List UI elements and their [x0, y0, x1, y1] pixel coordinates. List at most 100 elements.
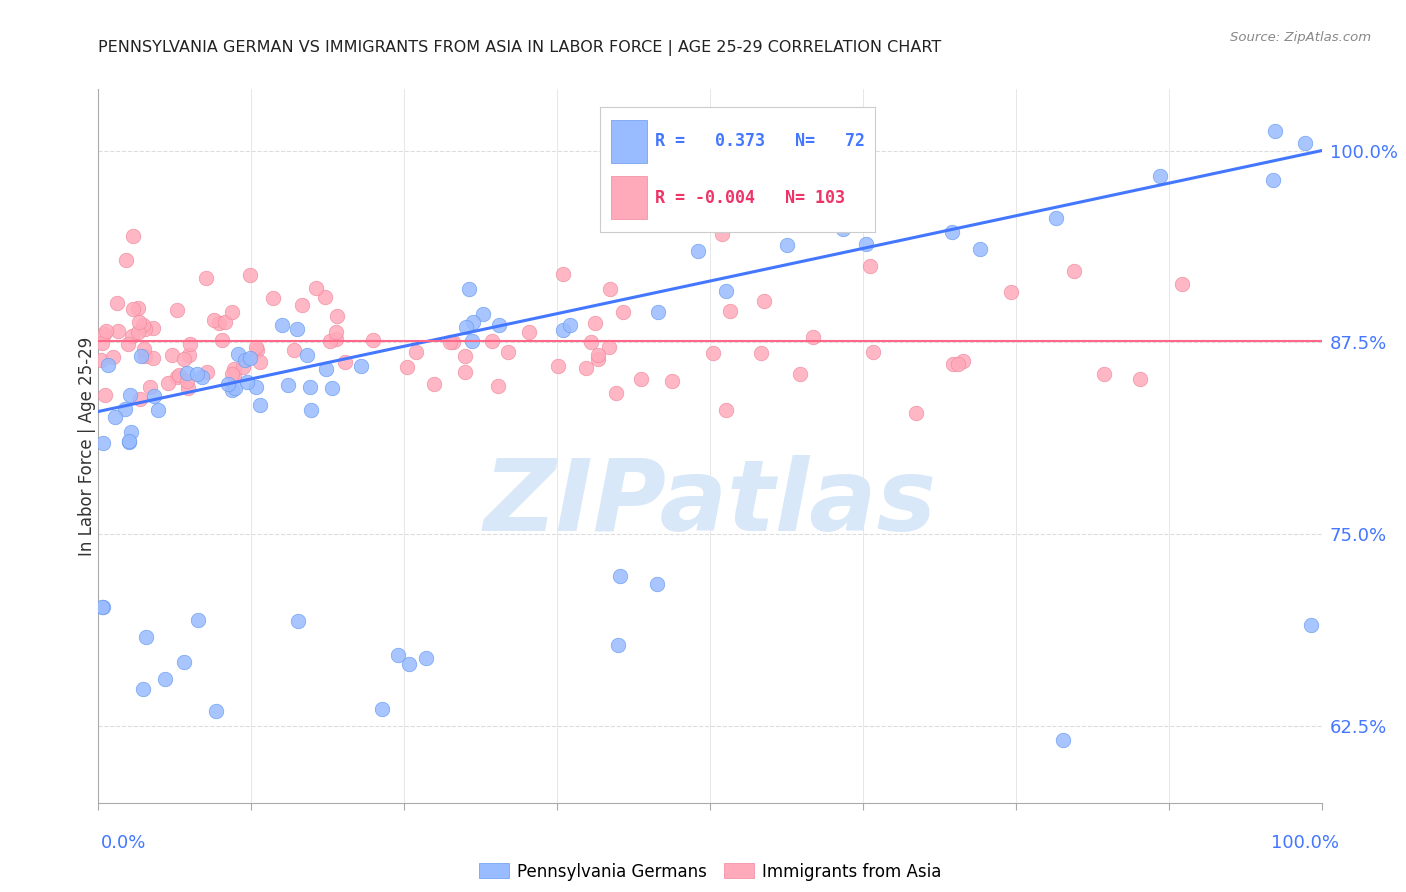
Point	[134, 349, 156, 363]
Point	[661, 374, 683, 388]
Point	[1149, 169, 1171, 184]
Point	[167, 368, 190, 382]
Point	[245, 380, 267, 394]
Point	[855, 236, 877, 251]
Point	[714, 402, 737, 417]
Point	[221, 305, 243, 319]
Point	[325, 325, 347, 339]
Point	[551, 267, 574, 281]
Point	[423, 377, 446, 392]
Point	[605, 385, 627, 400]
Point	[688, 244, 710, 259]
Point	[138, 380, 160, 394]
Point	[93, 326, 115, 341]
Point	[262, 291, 284, 305]
Point	[90, 336, 112, 351]
Point	[859, 259, 882, 273]
Point	[454, 365, 477, 379]
Point	[558, 318, 581, 332]
Point	[115, 253, 138, 268]
Point	[1063, 264, 1085, 278]
Point	[749, 346, 772, 360]
Point	[1264, 124, 1286, 138]
Point	[551, 323, 574, 337]
Point	[370, 702, 392, 716]
Point	[249, 398, 271, 412]
Text: ZIPatlas: ZIPatlas	[484, 455, 936, 551]
Point	[249, 355, 271, 369]
Point	[702, 345, 724, 359]
Point	[606, 638, 628, 652]
Point	[439, 334, 461, 349]
Point	[315, 362, 337, 376]
Point	[246, 343, 269, 357]
Point	[1263, 173, 1285, 187]
Point	[117, 337, 139, 351]
Point	[586, 348, 609, 362]
Point	[224, 381, 246, 395]
Point	[131, 682, 153, 697]
Point	[319, 334, 342, 348]
Point	[211, 333, 233, 347]
Point	[441, 334, 464, 349]
Point	[710, 218, 733, 232]
Point	[226, 347, 249, 361]
Y-axis label: In Labor Force | Age 25-29: In Labor Force | Age 25-29	[79, 336, 96, 556]
Point	[752, 294, 775, 309]
Point	[862, 344, 884, 359]
Point	[121, 228, 143, 243]
Point	[1171, 277, 1194, 292]
Point	[547, 359, 569, 373]
Point	[714, 284, 737, 298]
Point	[361, 333, 384, 347]
Point	[647, 305, 669, 319]
Point	[271, 318, 294, 333]
Point	[142, 351, 165, 365]
Point	[1092, 367, 1115, 381]
Point	[187, 613, 209, 627]
Point	[969, 243, 991, 257]
Point	[239, 268, 262, 283]
Point	[398, 657, 420, 672]
Text: 0.0%: 0.0%	[101, 834, 146, 852]
Point	[801, 330, 824, 344]
Point	[776, 238, 799, 252]
Point	[405, 345, 427, 359]
Point	[583, 317, 606, 331]
Point	[463, 315, 485, 329]
Point	[208, 316, 231, 330]
Point	[488, 318, 510, 333]
Point	[176, 366, 198, 380]
Point	[285, 322, 308, 336]
Point	[142, 321, 165, 335]
Point	[333, 355, 356, 369]
Point	[630, 372, 652, 386]
Point	[120, 425, 142, 439]
Point	[718, 304, 741, 318]
Point	[710, 227, 733, 241]
Point	[645, 576, 668, 591]
Point	[129, 349, 152, 363]
Point	[205, 705, 228, 719]
Point	[176, 374, 198, 388]
Point	[222, 361, 245, 376]
Point	[90, 353, 112, 368]
Point	[121, 328, 143, 343]
Point	[166, 302, 188, 317]
Point	[127, 325, 149, 339]
Point	[396, 360, 419, 375]
Point	[277, 378, 299, 392]
Point	[1045, 211, 1067, 226]
Point	[173, 655, 195, 669]
Point	[143, 389, 166, 403]
Point	[107, 296, 129, 310]
Point	[575, 360, 598, 375]
Point	[321, 381, 343, 395]
Point	[519, 325, 541, 339]
Point	[194, 271, 217, 285]
Point	[287, 614, 309, 628]
Point	[217, 377, 239, 392]
Point	[177, 348, 200, 362]
Point	[454, 349, 477, 363]
Point	[91, 599, 114, 614]
